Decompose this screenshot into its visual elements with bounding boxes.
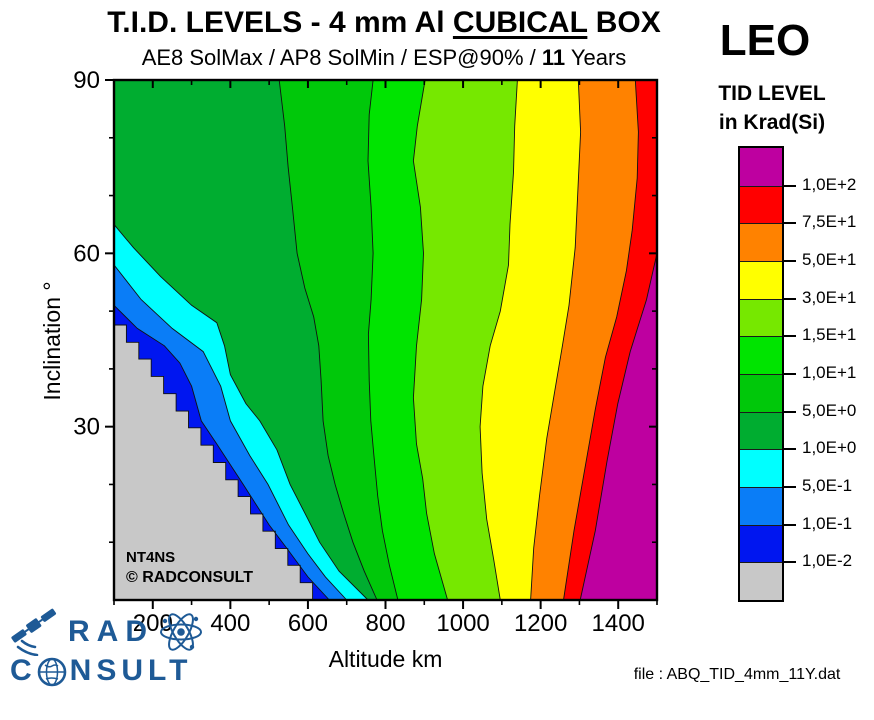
legend-tick-label: 7,5E+1 <box>802 212 857 232</box>
y-tick-label: 90 <box>73 67 100 94</box>
legend-tick-label: 5,0E-1 <box>802 476 853 495</box>
legend-tick <box>784 486 796 488</box>
contour-line <box>563 79 639 601</box>
legend-tick-label: 1,0E-1 <box>802 513 853 533</box>
legend-region-label: LEO <box>719 16 811 65</box>
x-tick-label: 1400 <box>592 610 645 637</box>
atom-icon <box>160 613 202 651</box>
legend-band <box>740 486 782 525</box>
file-note: file : ABQ_TID_4mm_11Y.dat <box>633 666 841 683</box>
contour-line <box>113 224 369 601</box>
legend-colorbar: 1,0E+2 7,5E+1 5,0E+1 3,0E+1 1,5E+1 1,0E+1 5,0E… <box>738 146 856 602</box>
legend-band <box>740 298 782 337</box>
y-axis-title: Inclination ° <box>39 281 65 401</box>
chart-title-prefix: T.I.D. LEVELS - 4 mm Al <box>107 6 453 39</box>
logo-text-c: C <box>10 654 37 687</box>
x-tick-label: 200 <box>133 610 173 637</box>
legend-band <box>740 223 782 261</box>
logo-line2: C NSULT <box>10 654 204 688</box>
x-tick-label: 400 <box>210 610 250 637</box>
y-tick-label: 60 <box>73 240 100 267</box>
legend-tick <box>784 410 796 413</box>
x-tick-label: 1200 <box>514 610 567 637</box>
legend-band <box>740 562 782 600</box>
contour-line <box>113 264 348 601</box>
legend-tick <box>784 260 796 262</box>
legend-tick <box>784 373 796 375</box>
contour-line <box>114 324 314 600</box>
legend-tick <box>784 222 796 225</box>
watermark: NT4NS © RADCONSULT <box>126 549 253 588</box>
legend-tick <box>784 297 796 300</box>
legend-tick <box>784 448 796 451</box>
legend-band <box>740 148 782 186</box>
x-tick-label: 1000 <box>436 610 489 637</box>
logo-line1: RAD <box>6 608 204 656</box>
x-axis-title: Altitude km <box>328 646 443 672</box>
legend-tick-label: 1,0E+1 <box>802 363 857 382</box>
globe-icon <box>37 657 66 687</box>
watermark-copyright: © RADCONSULT <box>126 568 254 586</box>
legend-tick <box>784 561 796 564</box>
legend-tick <box>784 184 796 187</box>
contour-line <box>278 79 378 601</box>
satellite-icon <box>11 608 57 656</box>
chart-subtitle-years: 11 <box>541 45 566 70</box>
legend-tick-label: 5,0E+1 <box>802 250 857 269</box>
x-tick-label: 800 <box>365 610 405 637</box>
plot-border <box>112 78 659 602</box>
legend-tick <box>784 335 796 338</box>
chart-subtitle: AE8 SolMax / AP8 SolMin / ESP@90% / 11 Y… <box>84 45 684 71</box>
chart-subtitle-suffix: Years <box>565 45 627 70</box>
chart-subtitle-prefix: AE8 SolMax / AP8 SolMin / ESP@90% / <box>141 45 542 70</box>
legend-tick-label: 1,5E+1 <box>802 325 857 345</box>
legend-band <box>740 373 782 412</box>
chart-title-underlined: CUBICAL <box>452 6 588 39</box>
legend-band <box>740 449 782 487</box>
legend-band <box>740 524 782 563</box>
x-tick-label: 600 <box>288 610 328 637</box>
y-tick-label: 30 <box>73 414 100 441</box>
radconsult-logo: RAD C NSULT <box>6 608 204 688</box>
contour-line <box>113 304 330 601</box>
legend-tick-label: 1,0E-2 <box>802 551 853 571</box>
contour-line <box>579 253 658 601</box>
legend-tick-label: 5,0E+0 <box>802 400 857 420</box>
legend-band <box>740 260 782 299</box>
legend-tick-label: 3,0E+1 <box>802 287 857 307</box>
contour-line <box>530 79 582 601</box>
legend-band <box>740 411 782 450</box>
legend-title-line1: TID LEVEL <box>718 82 826 105</box>
contour-line <box>367 79 399 601</box>
contour-line <box>412 79 449 601</box>
logo-text-nsult: NSULT <box>69 654 193 687</box>
contour-line <box>479 79 518 601</box>
chart-title: T.I.D. LEVELS - 4 mm Al CUBICAL BOX <box>84 6 684 40</box>
logo-text-rad: RAD <box>68 615 154 648</box>
legend-tick-label: 1,0E+0 <box>802 438 857 458</box>
legend-tick <box>784 523 796 526</box>
watermark-code: NT4NS <box>126 549 176 566</box>
legend-band <box>740 336 782 374</box>
legend-band <box>740 185 782 224</box>
legend-tick-label: 1,0E+2 <box>802 174 857 194</box>
legend-title-line2: in Krad(Si) <box>718 111 826 134</box>
chart-title-suffix: BOX <box>587 6 661 39</box>
